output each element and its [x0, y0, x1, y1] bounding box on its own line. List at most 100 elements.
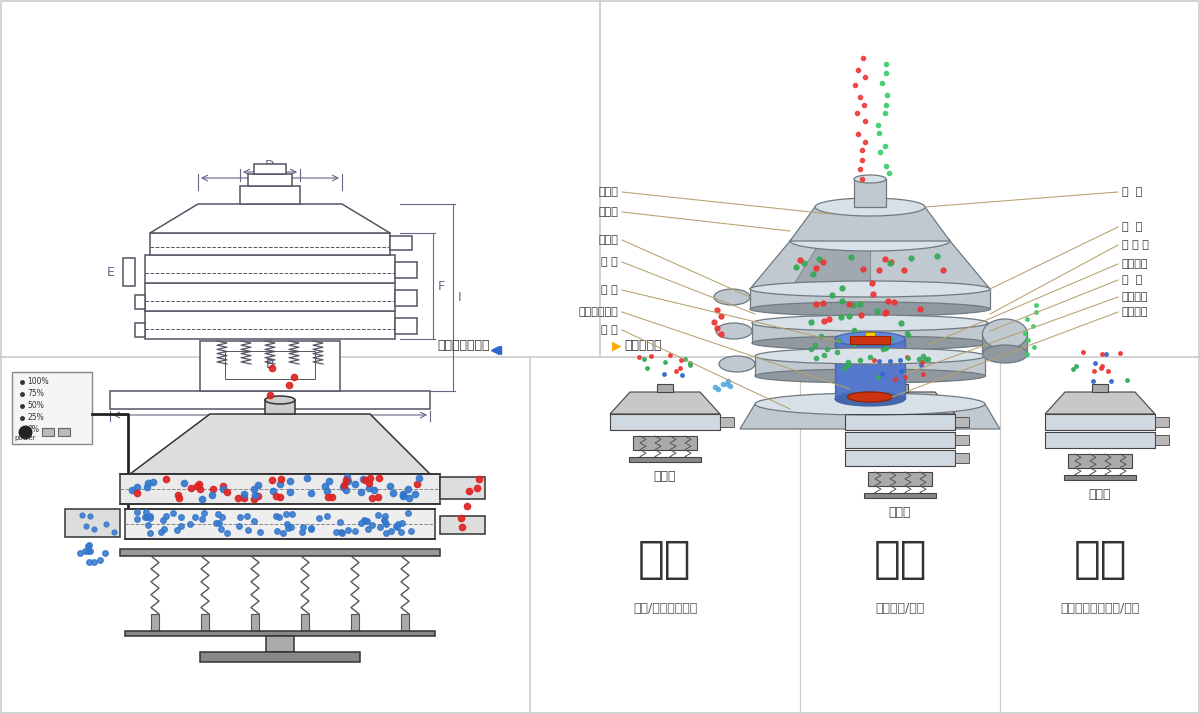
Text: 振动电机: 振动电机 — [1122, 292, 1148, 302]
Ellipse shape — [719, 356, 755, 372]
Text: 网  架: 网 架 — [1122, 222, 1142, 232]
Ellipse shape — [752, 336, 988, 350]
Bar — [982, 332, 1027, 354]
Polygon shape — [1045, 392, 1154, 414]
Bar — [1064, 475, 1136, 480]
Bar — [134, 323, 145, 337]
Bar — [65, 509, 120, 537]
Bar — [835, 339, 905, 399]
Polygon shape — [150, 204, 390, 233]
Polygon shape — [845, 392, 955, 414]
Ellipse shape — [755, 369, 985, 383]
Bar — [401, 614, 409, 632]
Text: C: C — [266, 169, 274, 183]
Text: 去除异物/结块: 去除异物/结块 — [875, 603, 925, 615]
Bar — [200, 341, 340, 391]
Text: 75%: 75% — [28, 390, 44, 398]
Ellipse shape — [752, 315, 988, 331]
Text: ▶: ▶ — [612, 339, 622, 352]
Bar — [634, 436, 697, 450]
Bar — [266, 636, 294, 652]
Polygon shape — [750, 241, 990, 289]
Text: 防尘盖: 防尘盖 — [598, 207, 618, 217]
Ellipse shape — [750, 281, 990, 297]
Text: 过滤: 过滤 — [874, 538, 926, 580]
Polygon shape — [750, 289, 990, 309]
Bar — [150, 233, 390, 255]
Text: A: A — [265, 395, 275, 408]
Text: H: H — [265, 422, 275, 435]
Text: 双层式: 双层式 — [1088, 488, 1111, 501]
Text: F: F — [438, 279, 445, 293]
Ellipse shape — [983, 345, 1027, 363]
Bar — [955, 453, 970, 463]
Text: 0%: 0% — [28, 426, 38, 435]
Bar — [125, 509, 436, 539]
Ellipse shape — [815, 198, 925, 216]
Bar — [395, 262, 418, 278]
Text: 结构示意图: 结构示意图 — [624, 339, 661, 352]
Bar — [440, 477, 485, 499]
Ellipse shape — [716, 323, 752, 339]
Ellipse shape — [835, 392, 905, 406]
Text: 筛  网: 筛 网 — [1122, 187, 1142, 197]
Bar — [248, 174, 292, 186]
Ellipse shape — [755, 348, 985, 364]
Bar — [864, 493, 936, 498]
Ellipse shape — [847, 392, 893, 402]
Bar — [1154, 417, 1169, 427]
Bar — [120, 549, 440, 556]
Bar — [251, 614, 259, 632]
Ellipse shape — [714, 289, 750, 305]
Bar — [850, 336, 890, 344]
Text: 外形尺寸示意图: 外形尺寸示意图 — [438, 339, 490, 352]
Bar — [145, 283, 395, 311]
Ellipse shape — [854, 175, 886, 183]
Bar — [955, 435, 970, 445]
Bar — [1092, 384, 1108, 392]
Text: 三层式: 三层式 — [889, 506, 911, 519]
Bar — [1154, 435, 1169, 445]
Text: 机 座: 机 座 — [601, 325, 618, 335]
Bar — [868, 472, 932, 486]
Bar — [395, 318, 418, 334]
Bar — [390, 236, 412, 250]
Bar — [12, 372, 92, 444]
Text: 去除液体中的颗粒/异物: 去除液体中的颗粒/异物 — [1061, 603, 1140, 615]
Bar — [134, 295, 145, 309]
Bar — [145, 311, 395, 339]
Ellipse shape — [790, 231, 950, 251]
Polygon shape — [755, 356, 985, 376]
Bar — [110, 391, 430, 409]
Bar — [1068, 454, 1132, 468]
Text: E: E — [107, 266, 115, 278]
Bar — [145, 255, 395, 283]
Bar — [845, 432, 955, 448]
Bar — [42, 428, 54, 436]
Ellipse shape — [983, 319, 1027, 349]
Bar — [301, 614, 310, 632]
Bar — [151, 614, 158, 632]
Bar — [200, 652, 360, 662]
Text: 下部重锤: 下部重锤 — [1122, 307, 1148, 317]
Text: 除杂: 除杂 — [1073, 538, 1127, 580]
Text: D: D — [265, 159, 275, 172]
Bar — [395, 290, 418, 306]
Text: 弹 簧: 弹 簧 — [601, 285, 618, 295]
Bar — [892, 384, 908, 392]
Polygon shape — [752, 323, 988, 343]
Bar — [720, 417, 734, 427]
Polygon shape — [790, 207, 950, 241]
Text: 50%: 50% — [28, 401, 44, 411]
Bar — [226, 351, 314, 379]
Bar — [124, 258, 134, 286]
Ellipse shape — [755, 393, 985, 415]
Bar — [125, 631, 436, 636]
Bar — [120, 474, 440, 504]
Bar — [202, 614, 209, 632]
Text: 25%: 25% — [28, 413, 43, 423]
Bar — [58, 428, 70, 436]
Bar — [265, 400, 295, 414]
Text: power: power — [14, 435, 36, 441]
Bar — [845, 450, 955, 466]
